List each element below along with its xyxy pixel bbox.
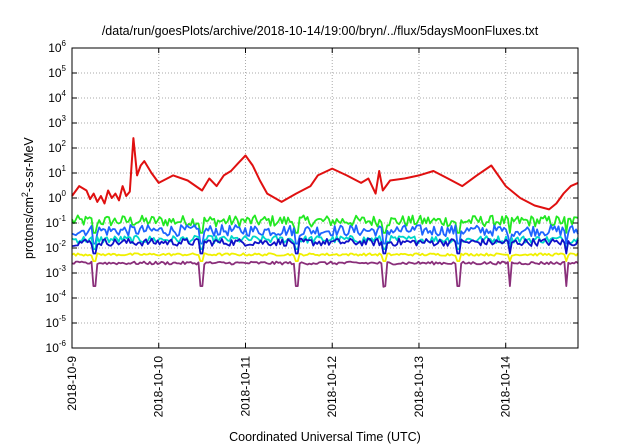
grid-lines (72, 48, 578, 348)
series-line-2 (71, 214, 579, 234)
x-tick-label: 2018-10-10 (152, 356, 166, 418)
x-tick-label: 2018-10-9 (65, 356, 79, 411)
chart-title: /data/run/goesPlots/archive/2018-10-14/1… (101, 24, 539, 38)
y-tick-label: 10-3 (46, 264, 67, 280)
y-tick-label: 10-5 (46, 314, 67, 330)
y-tick-label: 10-4 (46, 289, 67, 305)
y-tick-label: 10-1 (46, 214, 67, 230)
x-tick-labels: 2018-10-9 2018-10-10 2018-10-11 2018-10-12 2… (65, 48, 513, 417)
y-tick-label: 103 (48, 114, 66, 130)
y-tick-label: 100 (48, 189, 66, 205)
y-tick-label: 104 (48, 89, 66, 105)
series-line-1 (71, 137, 579, 211)
x-tick-label: 2018-10-13 (412, 356, 426, 418)
x-axis-label: Coordinated Universal Time (UTC) (229, 430, 421, 444)
y-tick-label: 106 (48, 39, 66, 55)
series-line-7 (71, 260, 579, 288)
y-tick-labels: 10-6 10-5 10-4 10-3 10-2 10-1 100 101 102 103 104 1… (46, 39, 578, 355)
series-line-5 (71, 237, 579, 255)
y-tick-label: 101 (48, 164, 66, 180)
x-tick-label: 2018-10-12 (325, 356, 339, 418)
y-tick-label: 10-2 (46, 239, 67, 255)
y-tick-label: 10-6 (46, 339, 67, 355)
series-layer (71, 137, 579, 288)
x-tick-label: 2018-10-14 (499, 356, 513, 418)
series-line-6 (71, 252, 579, 263)
x-tick-label: 2018-10-11 (238, 356, 252, 417)
y-tick-label: 102 (48, 139, 66, 155)
y-axis-label: protons/cm2-s-sr-MeV (19, 137, 37, 259)
series-line-3 (71, 224, 579, 245)
y-tick-label: 105 (48, 64, 66, 80)
